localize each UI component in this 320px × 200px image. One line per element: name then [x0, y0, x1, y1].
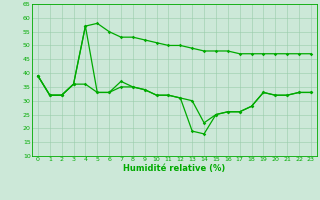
X-axis label: Humidité relative (%): Humidité relative (%) [123, 164, 226, 173]
